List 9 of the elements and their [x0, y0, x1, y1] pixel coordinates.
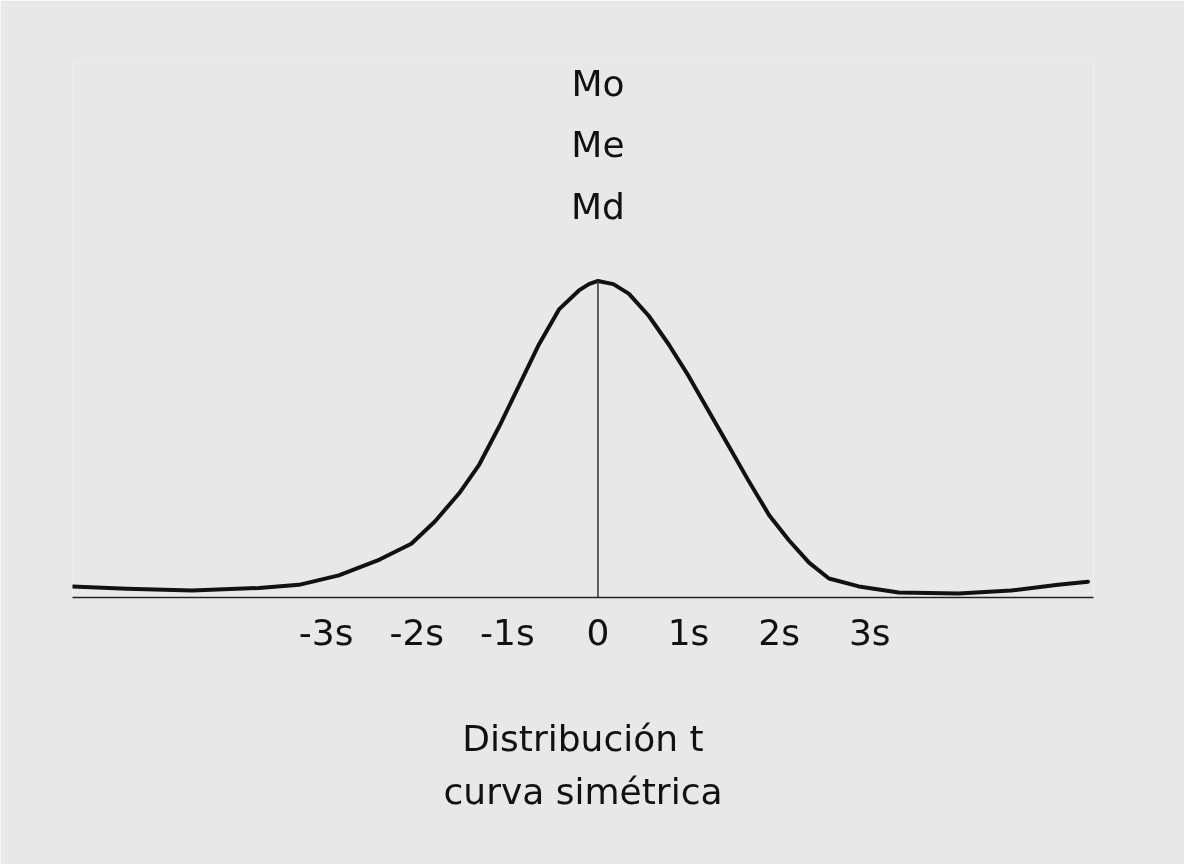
x-tick-label: 2s — [758, 611, 800, 653]
x-tick-label: -3s — [298, 611, 354, 653]
x-axis-title: Distribución t curva simétrica — [443, 717, 723, 812]
x-tick-label: -1s — [480, 611, 535, 653]
x-tick-label: 1s — [667, 611, 710, 653]
ref-line-label: Mo Me Md — [570, 62, 625, 227]
x-tick-label: 3s — [848, 611, 891, 653]
x-tick-label: 0 — [586, 611, 610, 653]
x-tick-label: -2s — [389, 611, 445, 653]
